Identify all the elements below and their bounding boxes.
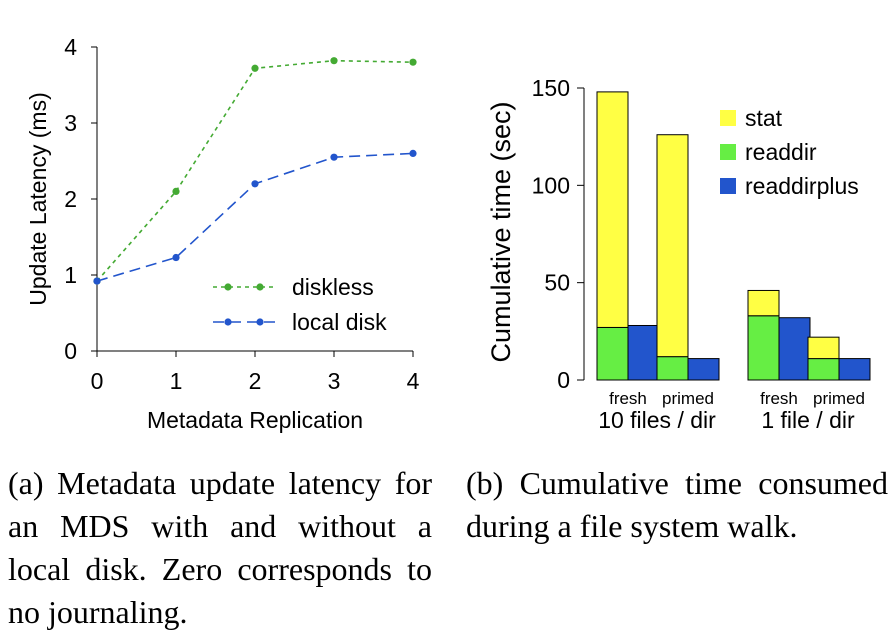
x-tick-label: 1 [170,368,183,394]
bar-stat [656,134,689,358]
legend-marker [256,283,264,291]
subgroup-label: fresh [760,389,798,408]
y-tick-label: 2 [64,186,77,212]
series-line-1 [96,152,414,282]
y-tick-label: 1 [64,262,77,288]
y-tick-label: 0 [557,367,570,393]
legend-label: local disk [292,309,387,335]
legend-swatch [720,178,736,194]
y-tick-label: 100 [532,172,570,198]
legend-marker [224,283,232,291]
x-tick-label: 2 [249,368,262,394]
legend-label: readdir [745,139,817,165]
y-tick-label: 4 [64,34,77,60]
bar-readdir [596,326,629,381]
group-label: 1 file / dir [761,407,855,433]
bar-readdirplus [838,358,871,381]
data-point [172,187,180,195]
x-tick-label: 3 [328,368,341,394]
subgroup-label: primed [662,389,714,408]
bar-readdir [747,315,780,381]
y-axis-title: Cumulative time (sec) [486,101,516,362]
caption-b: (b) Cumulative time consumed during a fi… [466,465,888,544]
legend-marker [224,318,232,326]
subgroup-label: primed [813,389,865,408]
y-tick-label: 50 [544,270,570,296]
data-point [93,277,101,285]
y-tick-label: 150 [532,75,570,101]
data-point [172,253,180,262]
legend-marker [256,318,264,326]
data-point [409,58,417,66]
bar-readdirplus [627,324,660,381]
y-axis-title: Update Latency (ms) [25,92,51,305]
legend-swatch [720,110,736,126]
bar-readdir [807,358,840,381]
data-point [409,149,417,157]
bar-stat [807,336,840,360]
legend-label: readdirplus [745,173,859,199]
bar-readdirplus [687,358,720,381]
data-point [251,180,259,188]
x-tick-label: 0 [91,368,104,394]
y-tick-label: 3 [64,110,77,136]
data-point [251,64,259,72]
group-label: 10 files / dir [598,407,716,433]
figure-canvas: 0 1 2 3 4 0 1 2 3 4 Metadata Replication Update Lat… [25,34,871,433]
legend-swatch [720,144,736,160]
legend-label: diskless [292,274,374,300]
latency-line-chart: 0 1 2 3 4 0 1 2 3 4 Metadata Replication Update Lat… [25,34,420,433]
x-axis-title: Metadata Replication [147,407,363,433]
bar-stat [747,289,780,317]
bar-readdirplus [778,317,811,381]
y-tick-label: 0 [64,338,77,364]
legend-label: stat [745,105,783,131]
data-point [330,57,338,65]
series-line-0 [96,59,414,282]
caption-a: (a) Metadata update latency for an MDS w… [8,465,432,630]
walk-time-bar-chart: 0 50 100 150 Cumulative time (sec) fresh prime… [486,75,871,433]
subgroup-label: fresh [609,389,647,408]
data-point [330,153,338,161]
bar-stat [596,91,629,328]
bar-readdir [656,356,689,381]
x-tick-label: 4 [407,368,420,394]
